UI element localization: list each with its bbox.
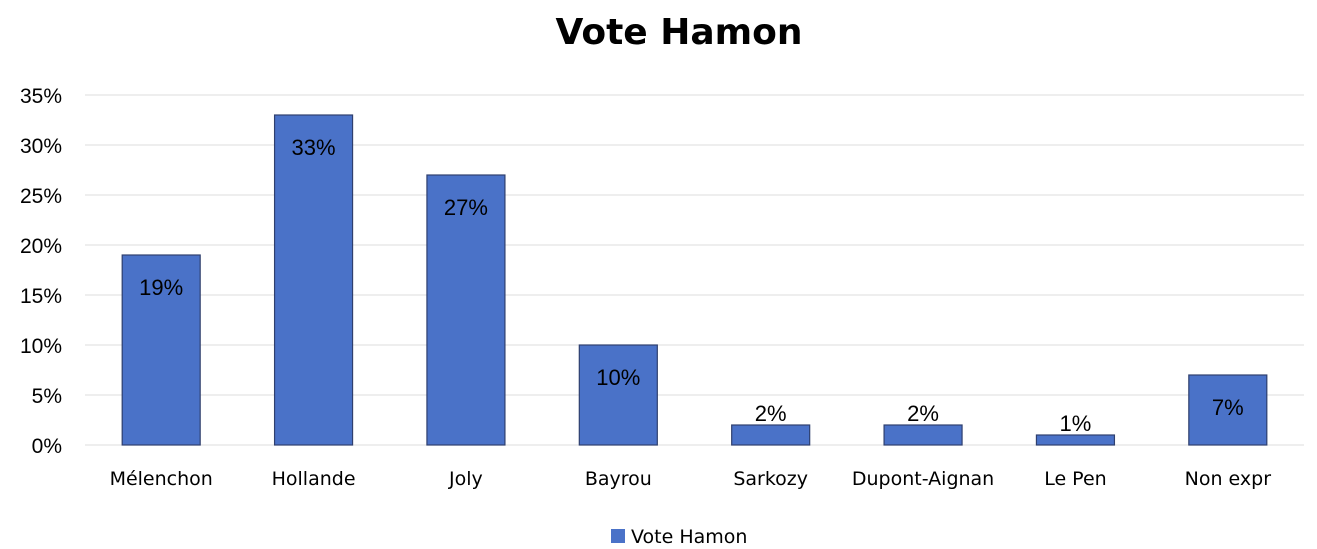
x-category-label: Le Pen [1044, 468, 1107, 490]
data-labels: 19% 33% 27% 10% 2% 2% 1% 7% [139, 135, 1244, 436]
x-category-label: Dupont-Aignan [852, 468, 994, 490]
legend: Vote Hamon [611, 526, 747, 548]
legend-swatch [611, 529, 625, 543]
bar [578, 344, 658, 446]
y-tick-label: 10% [20, 335, 62, 358]
data-label: 33% [292, 135, 336, 160]
bar [426, 174, 506, 446]
data-label: 1% [1060, 411, 1092, 436]
bar [273, 114, 354, 446]
chart-title: Vote Hamon [555, 12, 802, 53]
x-category-label: Hollande [272, 468, 356, 490]
y-tick-label: 15% [20, 285, 62, 308]
y-tick-label: 5% [32, 385, 62, 408]
x-category-label: Sarkozy [733, 468, 808, 490]
bar [731, 424, 811, 446]
bar [1188, 374, 1268, 446]
bar [121, 254, 201, 446]
data-label: 10% [596, 365, 640, 390]
y-tick-label: 25% [20, 185, 62, 208]
data-label: 7% [1212, 395, 1244, 420]
gridlines [85, 94, 1304, 446]
y-axis-ticks: 0% 5% 10% 15% 20% 25% 30% 35% [20, 85, 62, 458]
data-label: 27% [444, 195, 488, 220]
x-category-label: Joly [448, 468, 483, 490]
data-label: 2% [907, 401, 939, 426]
y-tick-label: 35% [20, 85, 62, 108]
x-axis-categories: Mélenchon Hollande Joly Bayrou Sarkozy Dupont… [110, 468, 1272, 490]
x-category-label: Mélenchon [110, 468, 213, 490]
bar [883, 424, 963, 446]
y-tick-label: 0% [32, 435, 62, 458]
y-tick-label: 30% [20, 135, 62, 158]
x-category-label: Bayrou [585, 468, 652, 490]
x-category-label: Non expr [1185, 468, 1272, 490]
bars [121, 114, 1268, 446]
data-label: 19% [139, 275, 183, 300]
legend-label: Vote Hamon [631, 526, 747, 548]
bar [1035, 434, 1116, 446]
y-tick-label: 20% [20, 235, 62, 258]
data-label: 2% [755, 401, 787, 426]
